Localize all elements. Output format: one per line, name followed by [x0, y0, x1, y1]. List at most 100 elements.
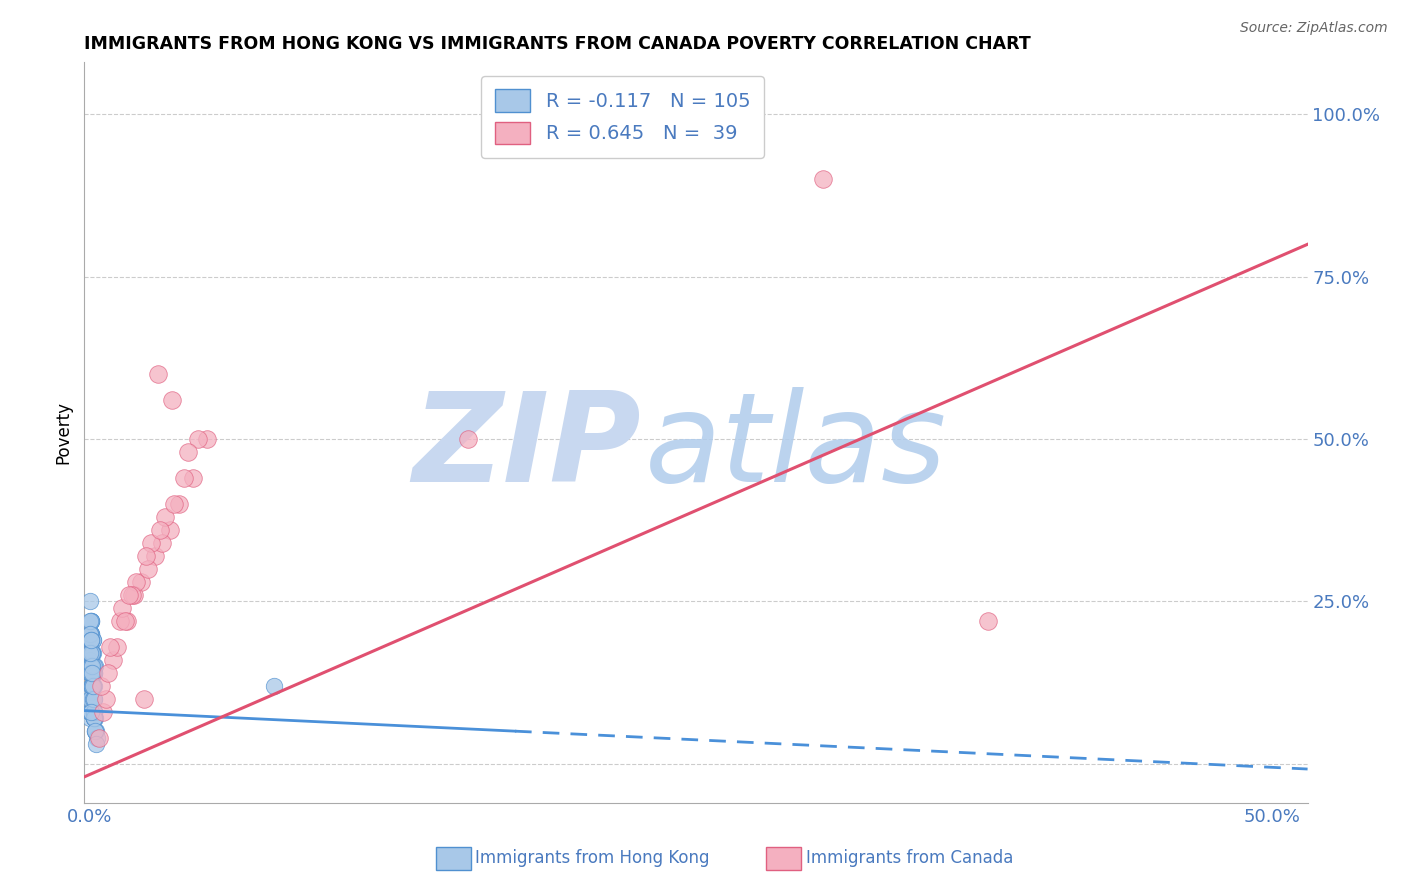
Point [80, 633, 103, 648]
Point [80, 647, 103, 661]
Point [82, 665, 104, 680]
Point [91, 705, 114, 719]
Point [84, 724, 107, 739]
Point [80, 679, 103, 693]
Text: Immigrants from Hong Kong: Immigrants from Hong Kong [475, 849, 710, 867]
Y-axis label: Poverty: Poverty [55, 401, 73, 464]
Point [79, 665, 101, 680]
Point [79, 594, 101, 608]
Point [129, 574, 152, 589]
Point [79, 711, 101, 725]
Point [84, 711, 107, 725]
Point [94, 692, 117, 706]
Point [160, 393, 183, 408]
Point [82, 679, 104, 693]
Point [82, 679, 104, 693]
Point [977, 614, 1000, 628]
Text: Source: ZipAtlas.com: Source: ZipAtlas.com [1240, 21, 1388, 35]
Point [146, 367, 169, 381]
Point [80, 633, 103, 648]
Point [79, 633, 101, 648]
Point [83, 711, 105, 725]
Point [82, 633, 104, 648]
Point [80, 692, 103, 706]
Point [83, 705, 105, 719]
Point [83, 705, 105, 719]
Point [80, 633, 103, 648]
Text: IMMIGRANTS FROM HONG KONG VS IMMIGRANTS FROM CANADA POVERTY CORRELATION CHART: IMMIGRANTS FROM HONG KONG VS IMMIGRANTS … [84, 35, 1031, 53]
Point [79, 692, 101, 706]
Point [121, 588, 143, 602]
Point [79, 633, 101, 648]
Point [80, 647, 103, 661]
Point [82, 692, 104, 706]
Point [80, 647, 103, 661]
Point [83, 665, 105, 680]
Point [163, 497, 186, 511]
Point [551, 107, 574, 121]
Point [108, 614, 131, 628]
Point [79, 659, 101, 673]
Point [187, 432, 209, 446]
Point [79, 705, 101, 719]
Point [84, 724, 107, 739]
Point [80, 685, 103, 699]
Point [114, 614, 136, 628]
Point [79, 647, 101, 661]
Point [79, 627, 101, 641]
Point [83, 679, 105, 693]
Point [79, 705, 101, 719]
Point [83, 692, 105, 706]
Point [125, 574, 148, 589]
Point [82, 679, 104, 693]
Text: ZIP: ZIP [412, 387, 641, 508]
Point [82, 647, 104, 661]
Point [159, 523, 181, 537]
Point [80, 692, 103, 706]
Point [82, 679, 104, 693]
Text: atlas: atlas [644, 387, 946, 508]
Point [97, 665, 120, 680]
Point [80, 659, 103, 673]
Point [79, 647, 101, 661]
Point [80, 665, 103, 680]
Point [82, 679, 104, 693]
Point [80, 705, 103, 719]
Point [79, 653, 101, 667]
Point [80, 627, 103, 641]
Point [82, 665, 104, 680]
Point [811, 172, 834, 186]
Point [457, 432, 479, 446]
Point [83, 665, 105, 680]
Point [173, 471, 195, 485]
Point [83, 705, 105, 719]
Point [82, 692, 104, 706]
Point [111, 601, 134, 615]
Point [152, 536, 174, 550]
Point [80, 614, 103, 628]
Point [82, 679, 104, 693]
Point [82, 665, 104, 680]
Point [84, 724, 107, 739]
Point [80, 659, 103, 673]
Point [82, 679, 104, 693]
Point [84, 724, 107, 739]
Legend: R = -0.117   N = 105, R = 0.645   N =  39: R = -0.117 N = 105, R = 0.645 N = 39 [481, 76, 763, 158]
Point [143, 549, 166, 563]
Point [79, 665, 101, 680]
Point [139, 536, 162, 550]
Point [122, 588, 145, 602]
Point [80, 659, 103, 673]
Point [263, 679, 285, 693]
Point [82, 679, 104, 693]
Point [118, 588, 141, 602]
Point [149, 523, 172, 537]
Point [83, 711, 105, 725]
Point [79, 627, 101, 641]
Point [87, 731, 110, 745]
Point [82, 647, 104, 661]
Point [80, 647, 103, 661]
Point [80, 647, 103, 661]
Point [80, 633, 103, 648]
Point [80, 627, 103, 641]
